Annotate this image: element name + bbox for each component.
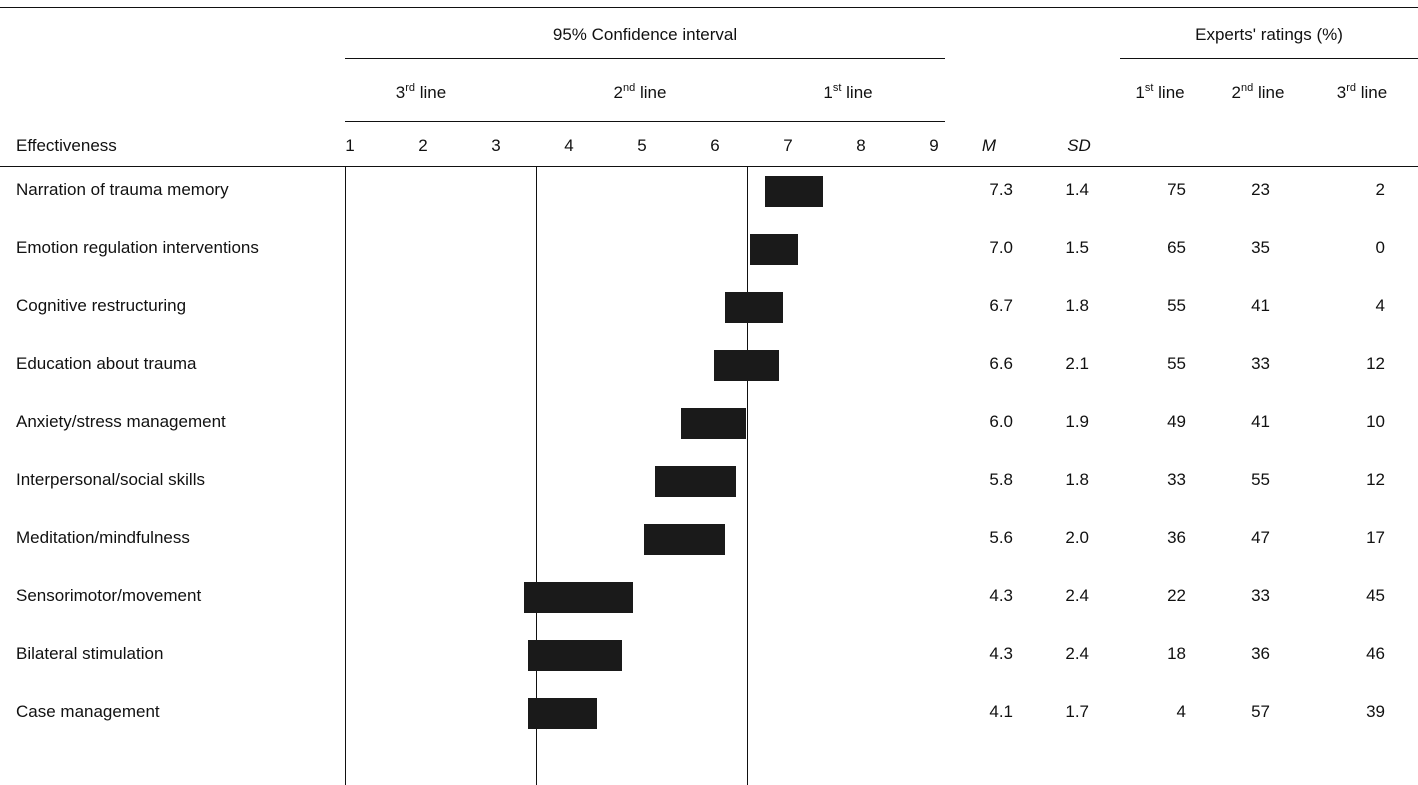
row-label: Anxiety/stress management [16, 412, 226, 431]
row-rating-first-line: 49 [1167, 412, 1186, 431]
row-mean: 4.3 [989, 644, 1013, 663]
top-rule [0, 7, 1418, 8]
ratings-col-third-line: 3rd line [1336, 82, 1388, 103]
row-rating-second-line: 36 [1251, 644, 1270, 663]
ci-bar [764, 176, 824, 207]
row-rating-second-line: 55 [1251, 470, 1270, 489]
row-sd: 2.1 [1065, 354, 1089, 373]
row-mean: 4.1 [989, 702, 1013, 721]
row-label: Meditation/mindfulness [16, 528, 190, 547]
row-sd: 2.0 [1065, 528, 1089, 547]
left-axis-line [345, 166, 346, 785]
band-third-line: 3rd line [395, 82, 447, 103]
row-label: Cognitive restructuring [16, 296, 187, 315]
scale-tick-7: 7 [783, 136, 793, 155]
ratings-title-rule [1120, 58, 1418, 59]
row-rating-third-line: 4 [1375, 296, 1385, 315]
row-mean: 6.7 [989, 296, 1013, 315]
row-label: Case management [16, 702, 160, 721]
row-sd: 1.9 [1065, 412, 1089, 431]
ratings-col-second-line: 2nd line [1231, 82, 1285, 103]
row-label: Interpersonal/social skills [16, 470, 205, 489]
scale-tick-8: 8 [856, 136, 866, 155]
ci-bar [527, 698, 597, 729]
row-rating-third-line: 2 [1375, 180, 1385, 199]
row-rating-second-line: 35 [1251, 238, 1270, 257]
scale-tick-2: 2 [418, 136, 428, 155]
scale-tick-5: 5 [637, 136, 647, 155]
ci-bar [713, 350, 780, 381]
row-rating-first-line: 75 [1167, 180, 1186, 199]
scale-tick-4: 4 [564, 136, 574, 155]
row-sd: 2.4 [1065, 586, 1089, 605]
row-rating-third-line: 10 [1366, 412, 1385, 431]
mean-header: M [981, 136, 997, 155]
row-rating-third-line: 17 [1366, 528, 1385, 547]
row-rating-third-line: 39 [1366, 702, 1385, 721]
row-rating-first-line: 18 [1167, 644, 1186, 663]
scale-tick-3: 3 [491, 136, 501, 155]
row-sd: 1.4 [1065, 180, 1089, 199]
row-rating-first-line: 55 [1167, 296, 1186, 315]
row-rating-second-line: 47 [1251, 528, 1270, 547]
ratings-title: Experts' ratings (%) [1195, 25, 1343, 44]
ci-bar [680, 408, 747, 439]
row-sd: 2.4 [1065, 644, 1089, 663]
row-rating-second-line: 57 [1251, 702, 1270, 721]
row-mean: 4.3 [989, 586, 1013, 605]
row-label: Education about trauma [16, 354, 197, 373]
scale-tick-6: 6 [710, 136, 720, 155]
row-rating-second-line: 33 [1251, 586, 1270, 605]
effectiveness-header: Effectiveness [16, 136, 117, 155]
row-mean: 7.3 [989, 180, 1013, 199]
second-first-cutoff-line [746, 166, 748, 785]
row-label: Bilateral stimulation [16, 644, 164, 663]
row-rating-first-line: 33 [1167, 470, 1186, 489]
row-sd: 1.7 [1065, 702, 1089, 721]
row-rating-first-line: 22 [1167, 586, 1186, 605]
band-rule [345, 121, 945, 122]
ci-bar [644, 524, 725, 555]
row-rating-third-line: 0 [1375, 238, 1385, 257]
sd-header: SD [1067, 136, 1091, 155]
ci-bar [724, 292, 783, 323]
row-rating-third-line: 12 [1366, 470, 1385, 489]
row-sd: 1.8 [1065, 296, 1089, 315]
row-mean: 5.8 [989, 470, 1013, 489]
row-label: Sensorimotor/movement [16, 586, 202, 605]
row-rating-first-line: 36 [1167, 528, 1186, 547]
row-sd: 1.5 [1065, 238, 1089, 257]
third-second-cutoff-line [535, 166, 537, 785]
ratings-col-first-line: 1st line [1135, 82, 1185, 103]
row-sd: 1.8 [1065, 470, 1089, 489]
row-rating-third-line: 46 [1366, 644, 1385, 663]
ci-bar [750, 234, 798, 265]
ci-title: 95% Confidence interval [552, 25, 738, 44]
band-second-line: 2nd line [613, 82, 667, 103]
band-first-line: 1st line [823, 82, 873, 103]
ci-title-rule [345, 58, 945, 59]
scale-tick-9: 9 [929, 136, 939, 155]
ci-bar [523, 582, 634, 613]
row-rating-first-line: 55 [1167, 354, 1186, 373]
row-rating-first-line: 4 [1176, 702, 1186, 721]
ci-bar [655, 466, 736, 497]
row-label: Narration of trauma memory [16, 180, 229, 199]
row-rating-second-line: 23 [1251, 180, 1270, 199]
row-rating-first-line: 65 [1167, 238, 1186, 257]
row-rating-second-line: 41 [1251, 412, 1270, 431]
row-mean: 5.6 [989, 528, 1013, 547]
row-mean: 6.0 [989, 412, 1013, 431]
row-rating-second-line: 41 [1251, 296, 1270, 315]
row-mean: 7.0 [989, 238, 1013, 257]
scale-tick-1: 1 [345, 136, 355, 155]
row-label: Emotion regulation interventions [16, 238, 259, 257]
row-mean: 6.6 [989, 354, 1013, 373]
ci-bar [527, 640, 623, 671]
row-rating-third-line: 12 [1366, 354, 1385, 373]
row-rating-second-line: 33 [1251, 354, 1270, 373]
header-bottom-rule [0, 166, 1418, 167]
row-rating-third-line: 45 [1366, 586, 1385, 605]
